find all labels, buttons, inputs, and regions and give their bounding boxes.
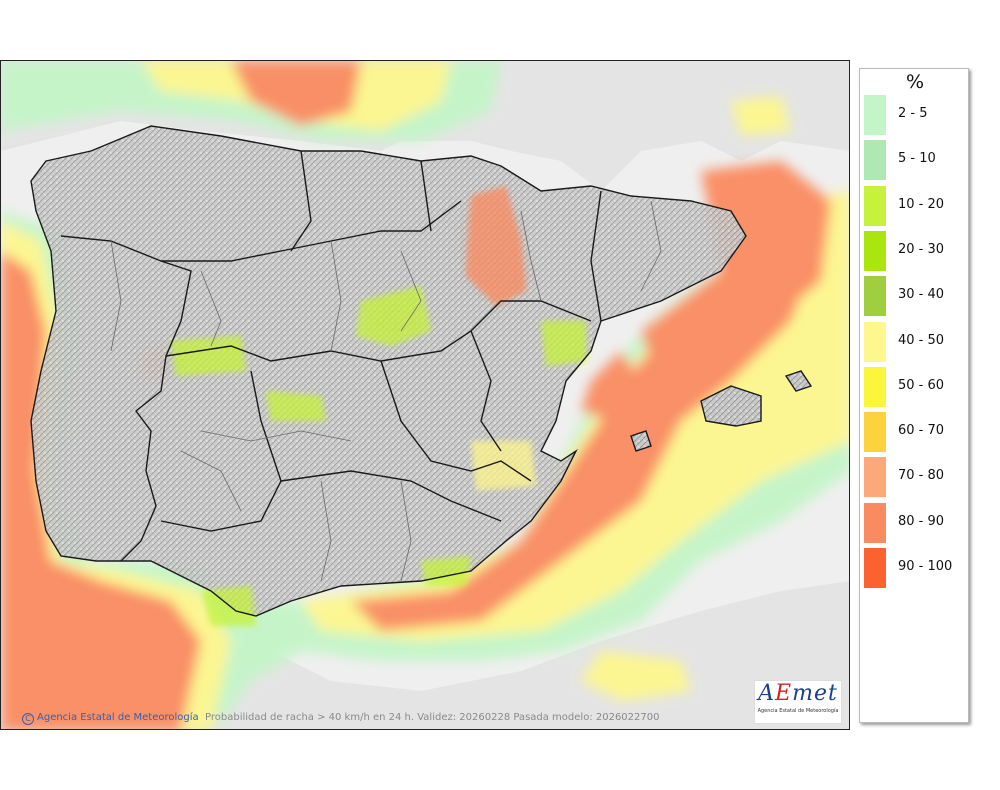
legend-label: 60 - 70: [898, 423, 945, 439]
legend-swatch: [864, 185, 886, 226]
legend-item: 40 - 50: [864, 321, 968, 366]
legend-label: 5 - 10: [898, 151, 936, 167]
copyright-icon: C: [22, 713, 34, 725]
legend-item: 50 - 60: [864, 366, 968, 411]
agency-credit-text: Agencia Estatal de Meteorología: [37, 712, 199, 723]
forecast-map: [0, 60, 850, 730]
legend-label: 90 - 100: [898, 559, 953, 574]
logo-letters-met: met: [792, 681, 838, 706]
legend-item: 20 - 30: [864, 230, 968, 275]
legend-swatch: [864, 457, 886, 498]
legend-swatch: [864, 276, 886, 317]
legend-item: 2 - 5: [864, 95, 968, 139]
aemet-logo: AEmet Agencia Estatal de Meteorología: [754, 680, 842, 724]
legend-label: 70 - 80: [898, 468, 945, 484]
iberian-peninsula: [31, 126, 746, 616]
logo-letter-a: A: [758, 681, 776, 706]
legend-item: 90 - 100: [864, 548, 968, 592]
legend-label: 50 - 60: [898, 377, 945, 393]
legend-item: 80 - 90: [864, 502, 968, 547]
legend: % 2 - 5 5 - 10 10 - 20 20 - 30 30 - 40 40 - 5…: [859, 68, 969, 723]
legend-label: 40 - 50: [898, 332, 945, 348]
legend-item: 10 - 20: [864, 185, 968, 230]
legend-label: 2 - 5: [898, 106, 928, 121]
legend-swatch: [864, 548, 886, 588]
legend-unit: %: [905, 71, 925, 93]
legend-swatch: [864, 412, 886, 453]
mallorca: [701, 386, 761, 426]
legend-item: 30 - 40: [864, 276, 968, 320]
legend-swatch: [864, 140, 886, 181]
legend-label: 10 - 20: [898, 196, 945, 212]
logo-letter-e: E: [775, 681, 793, 706]
legend-swatch: [864, 366, 886, 407]
legend-label: 80 - 90: [898, 513, 945, 529]
legend-swatch: [864, 321, 886, 362]
legend-item: 70 - 80: [864, 457, 968, 501]
inland-field: [171, 186, 586, 626]
legend-swatch: [864, 230, 886, 271]
map-caption: Probabilidad de racha > 40 km/h en 24 h.…: [205, 712, 660, 723]
legend-swatch: [864, 502, 886, 543]
map-svg: [1, 61, 849, 729]
aemet-logo-word: AEmet: [755, 681, 841, 707]
legend-label: 20 - 30: [898, 241, 945, 257]
legend-item: 5 - 10: [864, 140, 968, 184]
ibiza: [631, 431, 651, 451]
aemet-logo-subtitle: Agencia Estatal de Meteorología: [757, 708, 839, 714]
menorca: [786, 371, 811, 391]
agency-credit: C Agencia Estatal de Meteorología: [22, 712, 199, 725]
legend-item: 60 - 70: [864, 412, 968, 456]
legend-label: 30 - 40: [898, 287, 945, 303]
legend-swatch: [864, 95, 886, 135]
province-borders: [110, 200, 662, 582]
